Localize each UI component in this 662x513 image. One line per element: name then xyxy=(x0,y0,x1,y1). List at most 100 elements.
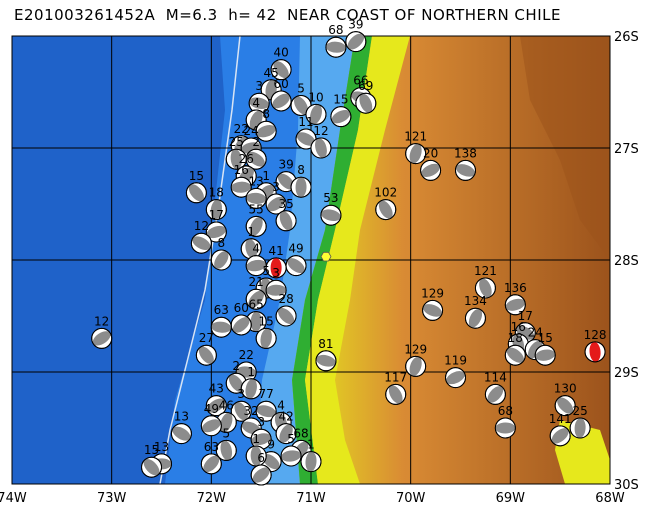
event-beachball[interactable] xyxy=(329,106,352,128)
event-depth-label: 45 xyxy=(263,66,278,80)
event-beachball[interactable] xyxy=(300,451,322,473)
event-beachball[interactable] xyxy=(270,58,292,81)
event-beachball[interactable] xyxy=(320,204,342,226)
event-beachball[interactable] xyxy=(270,90,293,112)
event-beachball[interactable] xyxy=(290,176,312,198)
event-beachball[interactable] xyxy=(225,148,247,170)
event-depth-label: 6 xyxy=(257,451,265,465)
event-beachball[interactable] xyxy=(275,305,297,327)
event-beachball[interactable] xyxy=(170,423,193,445)
event-beachball[interactable] xyxy=(474,277,496,300)
event-beachball[interactable] xyxy=(534,344,556,366)
event-depth-label: 26 xyxy=(239,152,254,166)
event-depth-label: 8 xyxy=(262,107,270,121)
event-depth-label: 20 xyxy=(423,146,438,160)
event-beachball[interactable] xyxy=(245,215,267,238)
event-depth-label: 9 xyxy=(267,438,275,452)
event-beachball[interactable] xyxy=(200,415,223,437)
event-depth-label: 1 xyxy=(262,169,270,183)
event-beachball[interactable] xyxy=(464,307,486,330)
event-beachball[interactable] xyxy=(240,378,262,400)
event-beachball[interactable] xyxy=(245,187,267,209)
event-depth-label: 12 xyxy=(313,124,328,138)
event-depth-label: 41 xyxy=(268,244,283,258)
event-depth-label: 63 xyxy=(214,303,229,317)
event-beachball[interactable] xyxy=(504,344,527,366)
event-beachball[interactable] xyxy=(200,453,222,475)
event-depth-label: 55 xyxy=(249,202,264,216)
event-depth-label: 21 xyxy=(249,275,264,289)
event-beachball[interactable] xyxy=(325,36,347,58)
event-beachball[interactable] xyxy=(419,159,442,181)
event-beachball[interactable] xyxy=(210,249,232,272)
event-beachball[interactable] xyxy=(205,221,227,243)
event-beachball[interactable] xyxy=(355,92,377,115)
event-beachball[interactable] xyxy=(504,294,526,316)
event-depth-label: 60 xyxy=(273,77,288,91)
event-beachball[interactable] xyxy=(345,31,367,53)
event-depth-label: 66 xyxy=(353,74,368,88)
event-beachball[interactable] xyxy=(549,425,571,447)
event-beachball[interactable] xyxy=(454,159,477,181)
event-beachball[interactable] xyxy=(195,344,217,367)
event-beachball[interactable] xyxy=(315,350,337,372)
event-depth-label: 129 xyxy=(404,342,427,356)
event-depth-label: 65 xyxy=(249,298,264,312)
event-beachball[interactable] xyxy=(375,198,397,221)
event-beachball[interactable] xyxy=(190,232,213,254)
event-beachball[interactable] xyxy=(444,367,467,389)
event-beachball[interactable] xyxy=(405,355,427,377)
event-beachball[interactable] xyxy=(421,299,444,321)
event-beachball[interactable] xyxy=(405,142,427,165)
event-depth-label: 42 xyxy=(278,410,293,424)
event-beachball[interactable] xyxy=(210,316,232,338)
event-beachball[interactable] xyxy=(205,395,228,417)
event-beachball[interactable] xyxy=(250,464,272,486)
event-beachball[interactable] xyxy=(305,103,327,125)
event-beachball[interactable] xyxy=(240,238,262,260)
event-beachball[interactable] xyxy=(230,400,252,423)
event-beachball[interactable] xyxy=(265,279,287,301)
event-beachball[interactable] xyxy=(255,120,277,142)
event-beachball[interactable] xyxy=(494,417,516,439)
event-beachball[interactable] xyxy=(554,395,576,417)
event-depth-label: 1 xyxy=(307,438,315,452)
event-beachball[interactable] xyxy=(569,417,591,439)
event-beachball[interactable] xyxy=(90,327,113,349)
event-beachball[interactable] xyxy=(310,137,332,159)
event-beachball[interactable] xyxy=(385,383,407,406)
yellow-hexagon xyxy=(320,251,332,262)
event-depth-label: 15 xyxy=(259,314,274,328)
x-tick-label: 68W xyxy=(595,491,625,506)
event-depth-label: 114 xyxy=(484,370,507,384)
event-beachball[interactable] xyxy=(230,176,252,198)
event-beachball[interactable] xyxy=(275,422,297,445)
event-beachball[interactable] xyxy=(280,445,302,467)
event-depth-label: 68 xyxy=(293,426,308,440)
event-depth-label: 15 xyxy=(189,169,204,183)
event-depth-label: 3 xyxy=(237,387,245,401)
event-beachball[interactable] xyxy=(248,92,270,114)
event-depth-label: 81 xyxy=(318,337,333,351)
event-beachball[interactable] xyxy=(245,255,267,277)
event-depth-label: 25 xyxy=(229,135,244,149)
event-beachball[interactable] xyxy=(215,439,237,461)
event-beachball[interactable] xyxy=(185,182,207,205)
event-beachball[interactable] xyxy=(205,199,227,221)
event-beachball[interactable] xyxy=(255,327,277,350)
event-beachball[interactable] xyxy=(141,456,163,478)
event-depth-label: 39 xyxy=(278,158,293,172)
event-beachball[interactable] xyxy=(265,193,288,215)
event-beachball[interactable] xyxy=(484,383,507,405)
event-beachball[interactable] xyxy=(290,94,312,117)
event-depth-label: 18 xyxy=(209,186,224,200)
event-depth-label: 4 xyxy=(252,96,260,110)
event-beachball[interactable] xyxy=(295,128,318,150)
event-beachball[interactable] xyxy=(285,255,308,277)
event-depth-label: 77 xyxy=(259,387,274,401)
main-event-beachball[interactable] xyxy=(584,341,606,363)
event-beachball[interactable] xyxy=(245,288,267,310)
event-beachball[interactable] xyxy=(255,400,277,422)
event-beachball[interactable] xyxy=(275,209,297,232)
